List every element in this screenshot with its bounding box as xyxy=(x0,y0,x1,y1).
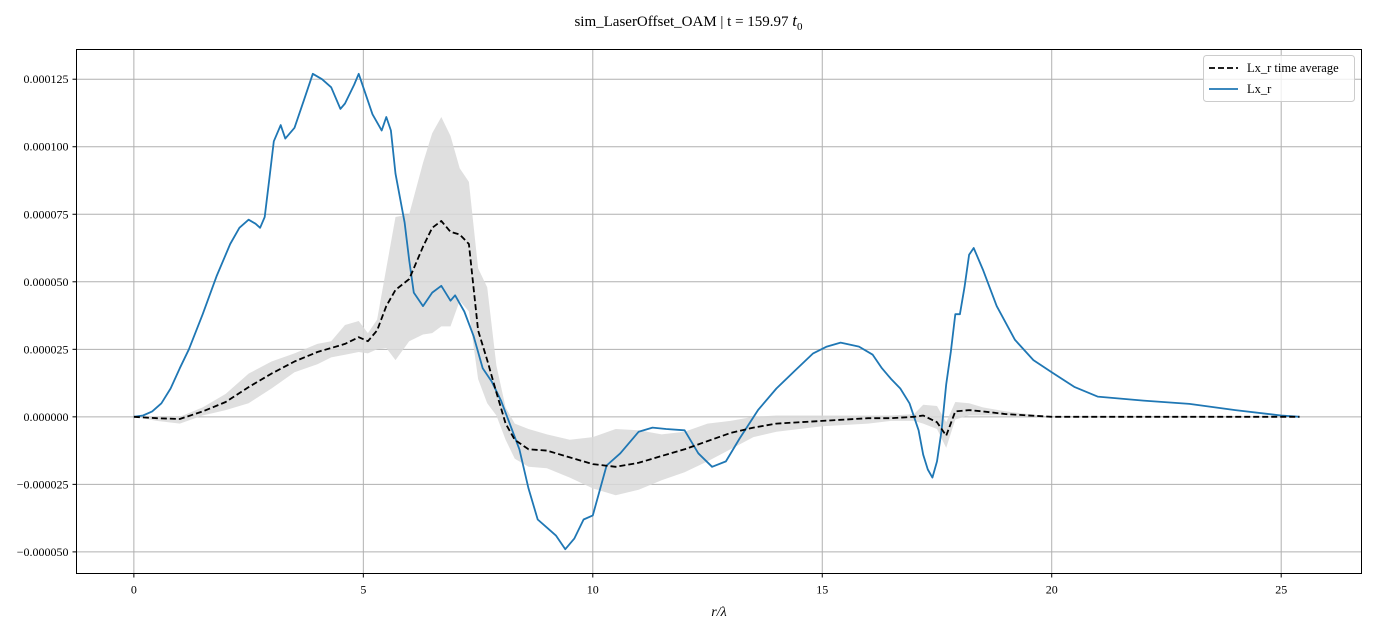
legend-frame xyxy=(1203,55,1355,102)
grid xyxy=(76,49,1362,574)
x-axis-label: r/λ xyxy=(711,605,726,620)
legend: Lx_r time average Lx_r xyxy=(1203,55,1355,102)
y-tick-label: 0.000100 xyxy=(24,140,69,154)
legend-label-lx-r: Lx_r xyxy=(1247,82,1272,96)
x-axis: 0 5 10 15 20 25 xyxy=(131,573,1287,597)
x-tick-label: 10 xyxy=(587,583,599,597)
x-tick-label: 0 xyxy=(131,583,137,597)
y-tick-label: −0.000050 xyxy=(17,545,69,559)
y-tick-label: 0.000000 xyxy=(24,410,69,424)
legend-label-time-average: Lx_r time average xyxy=(1247,61,1339,75)
y-tick-label: 0.000125 xyxy=(24,72,69,86)
chart-title: sim_LaserOffset_OAM | t = 159.97 t0 xyxy=(574,11,803,33)
y-tick-label: 0.000050 xyxy=(24,275,69,289)
x-tick-label: 15 xyxy=(816,583,828,597)
chart-title-text: sim_LaserOffset_OAM | t = 159.97 xyxy=(574,14,792,30)
series-lx-r xyxy=(133,72,1300,551)
plot-frame xyxy=(76,49,1362,574)
y-tick-label: 0.000075 xyxy=(24,207,69,221)
series-lx-r-time-average xyxy=(133,220,1300,468)
fill-band-layer xyxy=(133,117,1300,496)
x-tick-label: 20 xyxy=(1046,583,1058,597)
x-tick-label: 5 xyxy=(360,583,366,597)
y-axis: −0.000050 −0.000025 0.000000 0.000025 0.0000… xyxy=(17,72,77,559)
y-tick-label: −0.000025 xyxy=(17,477,69,491)
y-tick-label: 0.000025 xyxy=(24,342,69,356)
chart-title-math: t xyxy=(792,11,798,30)
chart-title-math-sub: 0 xyxy=(797,21,803,33)
series-layer xyxy=(133,72,1300,551)
x-tick-label: 25 xyxy=(1275,583,1287,597)
time-average-fill-band xyxy=(133,117,1300,496)
